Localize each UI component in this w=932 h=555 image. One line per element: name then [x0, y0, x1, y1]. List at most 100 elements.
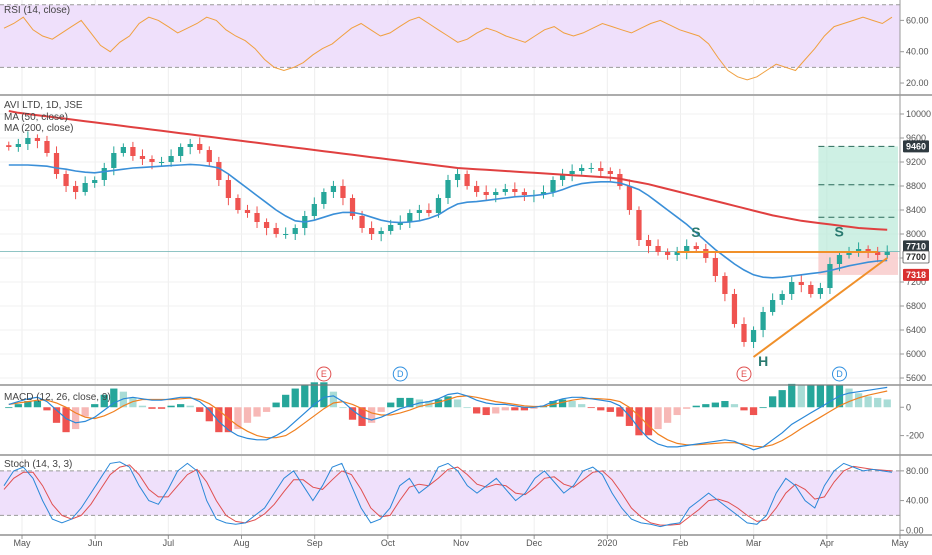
candle-body: [493, 192, 499, 195]
macd-histogram-bar: [501, 407, 509, 411]
candle-body: [731, 294, 738, 324]
candle-body: [321, 192, 327, 204]
macd-histogram-bar: [262, 407, 271, 412]
macd-histogram-bar: [749, 407, 758, 416]
event-marker-label: E: [741, 369, 747, 379]
candle-body: [474, 186, 480, 192]
macd-histogram-bar: [301, 385, 309, 408]
ma200-line: [8, 110, 888, 231]
rsi-line: [3, 16, 893, 81]
macd-histogram-bar: [520, 407, 529, 411]
price-tick-label: 7200: [906, 277, 926, 287]
macd-histogram-bar: [854, 393, 863, 408]
macd-pane[interactable]: 0 -200: [5, 382, 924, 454]
macd-histogram-bar: [272, 402, 280, 408]
candle-body: [311, 204, 317, 216]
candle-body: [168, 156, 174, 162]
candle-body: [540, 192, 547, 195]
macd-histogram-bar: [558, 399, 567, 408]
stoch-tick-label: 0.00: [906, 525, 924, 535]
candle-body: [741, 324, 747, 342]
candle-body: [722, 276, 728, 294]
candle-body: [158, 162, 165, 163]
macd-histogram-bar: [740, 407, 748, 411]
event-marker[interactable]: [736, 366, 752, 382]
price-tick-label: 5600: [906, 373, 926, 383]
macd-histogram-bar: [492, 407, 500, 414]
price-tick-label: 8400: [906, 205, 926, 215]
candle-body: [664, 252, 671, 255]
stoch-pane[interactable]: 80.00 40.00 0.00: [0, 456, 929, 535]
candle-body: [187, 144, 193, 147]
macd-histogram-bar: [453, 399, 462, 408]
macd-histogram-bar: [339, 407, 347, 409]
macd-histogram-bar: [377, 407, 385, 412]
candle-body: [569, 171, 575, 174]
price-tick-label: 8000: [906, 229, 926, 239]
candle-body: [349, 198, 356, 216]
event-marker[interactable]: [392, 366, 408, 382]
macd-histogram-bar: [110, 388, 118, 408]
candle-body: [827, 264, 833, 288]
macd-histogram-bar: [71, 407, 80, 430]
candle-body: [760, 312, 766, 330]
price-pane[interactable]: SHSEDED100009600920088008400800076007200…: [0, 96, 931, 384]
candle-body: [111, 153, 117, 168]
macd-histogram-bar: [874, 397, 882, 408]
candle-body: [512, 189, 518, 192]
macd-line: [8, 386, 888, 451]
candle-body: [693, 246, 699, 249]
time-tick-label: Jun: [88, 538, 103, 548]
rsi-pane[interactable]: 60.00 40.00 20.00: [0, 0, 929, 94]
macd-histogram-bar: [759, 407, 767, 409]
macd-histogram-bar: [387, 402, 395, 408]
candle-body: [454, 174, 461, 180]
candle-body: [388, 225, 394, 231]
candle-body: [483, 192, 489, 195]
time-axis: May Jun Jul Aug Sep Oct Nov Dec 2020 Feb Mar Apr May: [13, 535, 909, 548]
candle-body: [340, 186, 346, 198]
macd-histogram-bar: [5, 407, 13, 409]
candle-body: [579, 168, 585, 171]
candle-body: [426, 210, 432, 213]
event-marker-label: D: [397, 369, 404, 379]
macd-histogram-bar: [616, 407, 624, 417]
candle-body: [884, 252, 890, 255]
macd-histogram-bar: [186, 405, 194, 408]
macd-histogram-bar: [33, 401, 42, 408]
macd-histogram-bar: [587, 407, 595, 409]
stoch-band: [0, 470, 900, 516]
candle-body: [273, 228, 279, 234]
pattern-letter: S: [834, 223, 843, 239]
macd-histogram-bar: [482, 407, 490, 416]
event-marker[interactable]: [831, 366, 847, 382]
macd-histogram-bar: [167, 405, 175, 408]
candle-body: [6, 145, 12, 147]
time-tick-label: Oct: [381, 538, 396, 548]
candle-body: [846, 252, 852, 255]
macd-histogram-bar: [253, 407, 261, 417]
event-marker-label: E: [321, 369, 327, 379]
macd-tick-label: 0: [906, 402, 911, 412]
ma200-legend-label: MA (200, close): [4, 123, 73, 134]
stoch-tick-label: 40.00: [906, 496, 929, 506]
macd-histogram-bar: [473, 407, 481, 414]
macd-histogram-bar: [196, 407, 204, 412]
macd-histogram-bar: [530, 407, 538, 409]
macd-histogram-bar: [845, 388, 853, 408]
macd-histogram-bar: [730, 404, 739, 408]
price-tick-label: 6400: [906, 325, 926, 335]
candle-body: [655, 246, 661, 252]
macd-histogram-bar: [138, 405, 147, 408]
stoch-tick-label: 80.00: [906, 466, 929, 476]
macd-histogram-bar: [367, 407, 376, 423]
stoch-k-line: [3, 461, 893, 528]
macd-histogram-bar: [816, 385, 825, 408]
price-tick-label: 9600: [906, 133, 926, 143]
candle-body: [149, 159, 155, 162]
event-marker[interactable]: [316, 366, 332, 382]
candle-body: [216, 162, 222, 180]
macd-histogram-bar: [310, 382, 318, 408]
